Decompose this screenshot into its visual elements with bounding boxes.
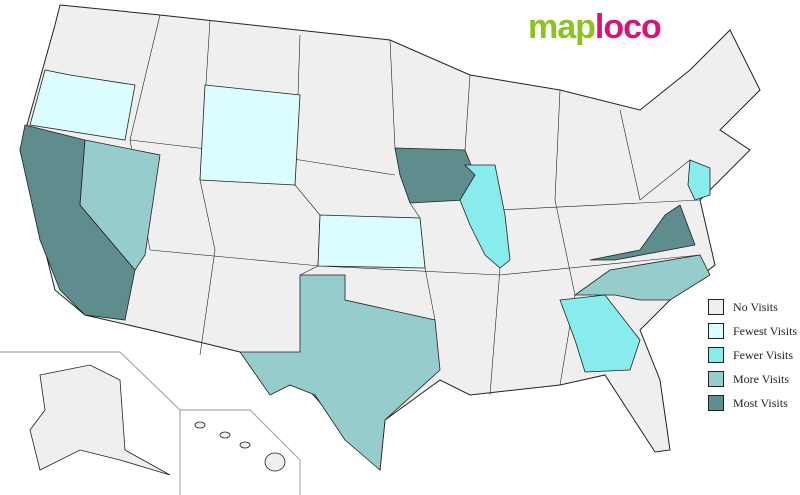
legend-item-no-visits: No Visits (708, 295, 797, 319)
map-legend: No Visits Fewest Visits Fewer Visits Mor… (708, 295, 797, 415)
state-north-carolina[interactable] (573, 254, 711, 301)
state-oregon[interactable] (29, 69, 136, 141)
legend-item-fewer-visits: Fewer Visits (708, 343, 797, 367)
state-georgia[interactable] (559, 294, 641, 373)
state-nevada[interactable] (79, 139, 161, 271)
state-illinois[interactable] (459, 164, 511, 269)
legend-item-most-visits: Most Visits (708, 391, 797, 415)
state-kansas[interactable] (317, 214, 426, 269)
state-alaska[interactable] (29, 364, 171, 476)
state-texas[interactable] (239, 274, 441, 471)
state-virginia[interactable] (589, 204, 696, 261)
alaska-inset-border (0, 351, 181, 495)
legend-item-fewest-visits: Fewest Visits (708, 319, 797, 343)
state-new-jersey[interactable] (687, 159, 711, 201)
maploco-logo: maploco (528, 8, 662, 46)
legend-item-more-visits: More Visits (708, 367, 797, 391)
state-hawaii[interactable] (194, 421, 286, 472)
hawaii-inset-border (180, 409, 301, 495)
state-wyoming[interactable] (199, 84, 301, 186)
